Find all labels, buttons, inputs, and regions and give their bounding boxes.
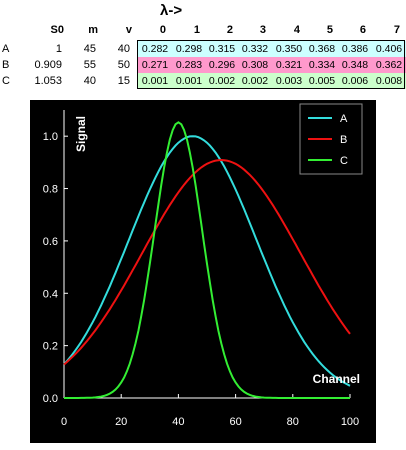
cell-value[interactable]: 0.001 (141, 75, 169, 87)
cell-value[interactable]: 0.350 (275, 43, 303, 55)
lambda-index-0: 0 (159, 24, 166, 36)
lambda-index-3: 3 (259, 24, 266, 36)
cell-value[interactable]: 0.406 (375, 43, 403, 55)
row-label-b[interactable]: B (2, 59, 10, 71)
cell-value[interactable]: 0.334 (308, 59, 336, 71)
lambda-header: λ-> (160, 2, 183, 19)
x-axis-label: Channel (313, 372, 360, 386)
highlight-frame (137, 40, 405, 89)
row-label-c[interactable]: C (2, 75, 10, 87)
y-tick-label: 0.8 (43, 184, 58, 196)
legend-label-a: A (340, 113, 348, 125)
x-tick-label: 80 (287, 416, 299, 428)
y-tick-label: 0.4 (43, 288, 58, 300)
lambda-index-7: 7 (393, 24, 400, 36)
cell-m[interactable]: 45 (83, 43, 96, 55)
series-b-line (63, 158, 351, 366)
y-tick-label: 0.6 (43, 236, 58, 248)
cell-value[interactable]: 0.315 (208, 43, 236, 55)
cell-value[interactable]: 0.005 (308, 75, 336, 87)
cell-value[interactable]: 0.386 (341, 43, 369, 55)
cell-s0[interactable]: 1 (55, 43, 62, 55)
cell-value[interactable]: 0.001 (175, 75, 203, 87)
cell-value[interactable]: 0.296 (208, 59, 236, 71)
signal-chart: 0.0 0.2 0.4 0.6 0.8 1.0 0 20 40 60 80 100 Signal Chan… (30, 100, 376, 443)
cell-s0[interactable]: 0.909 (34, 59, 62, 71)
cell-s0[interactable]: 1.053 (34, 75, 62, 87)
x-tick-label: 40 (172, 416, 184, 428)
x-tick-label: 20 (115, 416, 127, 428)
lambda-index-1: 1 (193, 24, 200, 36)
column-header-v: v (125, 24, 132, 36)
cell-v[interactable]: 40 (117, 43, 130, 55)
legend-label-c: C (340, 155, 348, 167)
cell-value[interactable]: 0.006 (341, 75, 369, 87)
cell-m[interactable]: 55 (83, 59, 96, 71)
cell-v[interactable]: 15 (117, 75, 130, 87)
y-tick-label: 1.0 (43, 131, 58, 143)
y-tick-label: 0.2 (43, 341, 58, 353)
cell-value[interactable]: 0.298 (175, 43, 203, 55)
lambda-index-4: 4 (293, 24, 300, 36)
column-header-m: m (88, 24, 98, 36)
chart-panel: 0.0 0.2 0.4 0.6 0.8 1.0 0 20 40 60 80 100 Signal Chan… (30, 100, 376, 443)
lambda-index-5: 5 (326, 24, 333, 36)
row-highlight-a (138, 41, 406, 57)
y-axis-label: Signal (74, 116, 88, 152)
series-a-line (63, 135, 351, 387)
cell-value[interactable]: 0.362 (375, 59, 403, 71)
x-tick-label: 60 (229, 416, 241, 428)
cell-value[interactable]: 0.008 (375, 75, 403, 87)
cell-v[interactable]: 50 (117, 59, 130, 71)
cell-value[interactable]: 0.368 (308, 43, 336, 55)
cell-value[interactable]: 0.271 (141, 59, 169, 71)
column-header-s0: S0 (50, 24, 64, 36)
row-label-a[interactable]: A (2, 43, 10, 55)
lambda-index-2: 2 (226, 24, 233, 36)
cell-value[interactable]: 0.308 (241, 59, 269, 71)
cell-value[interactable]: 0.282 (141, 43, 169, 55)
row-highlight-c (138, 73, 406, 89)
cell-value[interactable]: 0.283 (175, 59, 203, 71)
x-tick-label: 0 (61, 416, 67, 428)
lambda-index-6: 6 (359, 24, 366, 36)
x-tick-label: 100 (341, 416, 359, 428)
legend-label-b: B (340, 134, 347, 146)
cell-value[interactable]: 0.002 (208, 75, 236, 87)
cell-value[interactable]: 0.321 (275, 59, 303, 71)
y-tick-label: 0.0 (43, 393, 58, 405)
cell-value[interactable]: 0.002 (241, 75, 269, 87)
cell-value[interactable]: 0.332 (241, 43, 269, 55)
row-highlight-b (138, 57, 406, 73)
series-c-line (64, 121, 350, 399)
cell-value[interactable]: 0.003 (275, 75, 303, 87)
cell-value[interactable]: 0.348 (341, 59, 369, 71)
cell-m[interactable]: 40 (83, 75, 96, 87)
